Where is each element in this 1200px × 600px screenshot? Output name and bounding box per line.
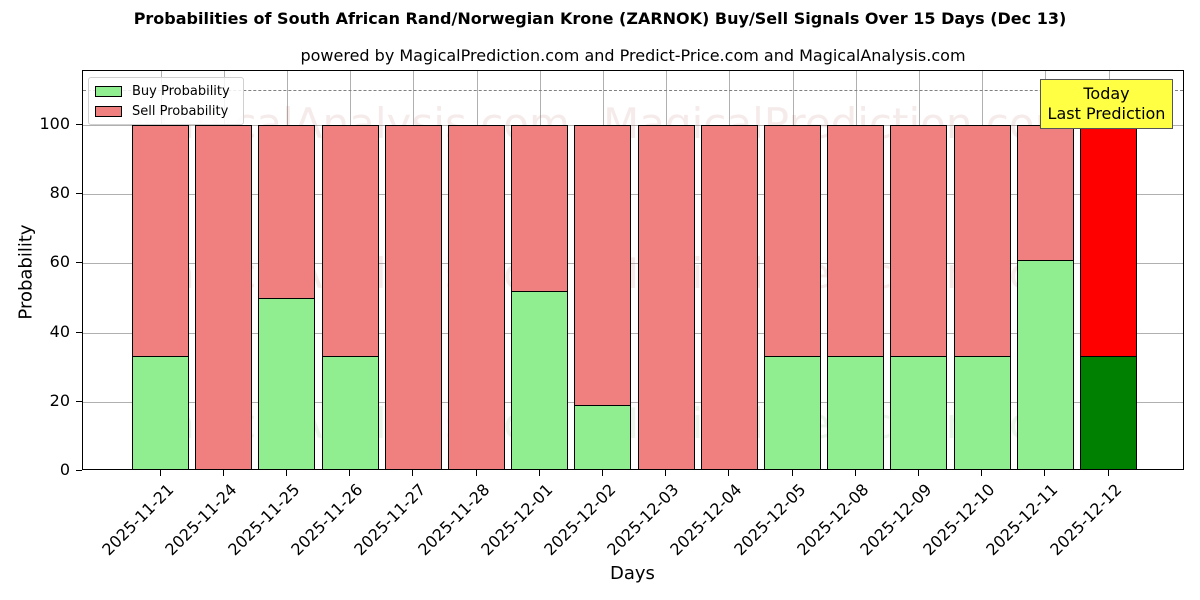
legend-item-buy: Buy Probability [95,83,230,99]
x-tick-mark [981,470,983,476]
bar-buy [574,405,632,469]
bar-buy [132,355,189,469]
gridline-h [83,263,1183,265]
legend-sell-label: Sell Probability [132,103,229,119]
bar-sell [700,125,758,469]
y-tick-mark [76,470,82,471]
x-tick-mark [791,470,793,476]
x-tick-mark [917,470,919,476]
bar-buy [258,298,316,469]
gridline-h [83,125,1183,126]
chart-title: Probabilities of South African Rand/Norw… [133,9,1067,28]
buy-swatch-icon [95,85,122,97]
y-axis-label: Probability [15,224,37,320]
bar-sell [384,125,442,469]
bar-sell [195,125,253,469]
bar-buy [321,355,379,469]
bar-buy [1080,355,1137,469]
x-tick-mark [285,470,287,476]
bar-sell [574,125,632,407]
y-tick-mark [76,262,82,264]
gridline-h [83,194,1183,196]
bar-buy [511,291,569,469]
bar-buy [827,355,885,469]
y-tick-mark [76,193,82,195]
y-tick-mark [76,124,82,125]
bar-sell [1080,125,1137,357]
sell-swatch-icon [95,105,122,117]
x-tick-mark [728,470,730,476]
x-tick-mark [538,470,540,476]
x-tick-mark [665,470,667,476]
bar-sell [890,125,948,357]
legend: Buy Probability Sell Probability [88,77,244,125]
x-tick-mark [475,470,477,476]
x-axis-label: Days [610,563,655,584]
bar-sell [637,125,695,469]
x-tick-mark [349,470,351,476]
gridline-h [83,401,1183,403]
y-tick-label: 0 [59,460,70,479]
y-tick-mark [76,400,82,402]
y-tick-mark [76,331,82,333]
x-tick-mark [1044,470,1046,476]
today-annotation: Today Last Prediction [1040,79,1173,129]
legend-buy-label: Buy Probability [132,83,230,99]
x-tick-mark [159,470,161,476]
y-tick-label: 100 [39,114,70,133]
gridline-h [83,332,1183,334]
bar-sell [827,125,885,357]
x-tick-mark [854,470,856,476]
y-tick-label: 80 [49,183,70,203]
bar-buy [890,355,948,469]
x-tick-mark [601,470,603,476]
x-tick-mark [412,470,414,476]
x-tick-mark [1107,470,1109,476]
y-tick-label: 20 [49,390,70,410]
bar-sell [764,125,821,357]
annotation-line-1: Today [1083,84,1130,103]
y-tick-label: 60 [49,252,70,272]
bar-sell [1016,125,1074,261]
y-tick-label: 40 [49,321,70,341]
annotation-line-2: Last Prediction [1047,104,1166,123]
bar-sell [448,125,505,469]
bar-sell [953,125,1011,357]
bar-sell [132,125,189,357]
bar-sell [321,125,379,357]
legend-item-sell: Sell Probability [95,103,228,119]
chart-subtitle: powered by MagicalPrediction.com and Pre… [300,46,966,65]
bar-buy [1016,259,1074,469]
reference-line [83,90,1183,92]
bar-sell [511,125,569,293]
plot-area: MagicalAnalysis.com MagicalPrediction.com… [82,70,1184,470]
bar-buy [953,355,1011,469]
bar-buy [764,355,821,469]
bar-sell [258,125,316,299]
x-tick-mark [222,470,224,476]
